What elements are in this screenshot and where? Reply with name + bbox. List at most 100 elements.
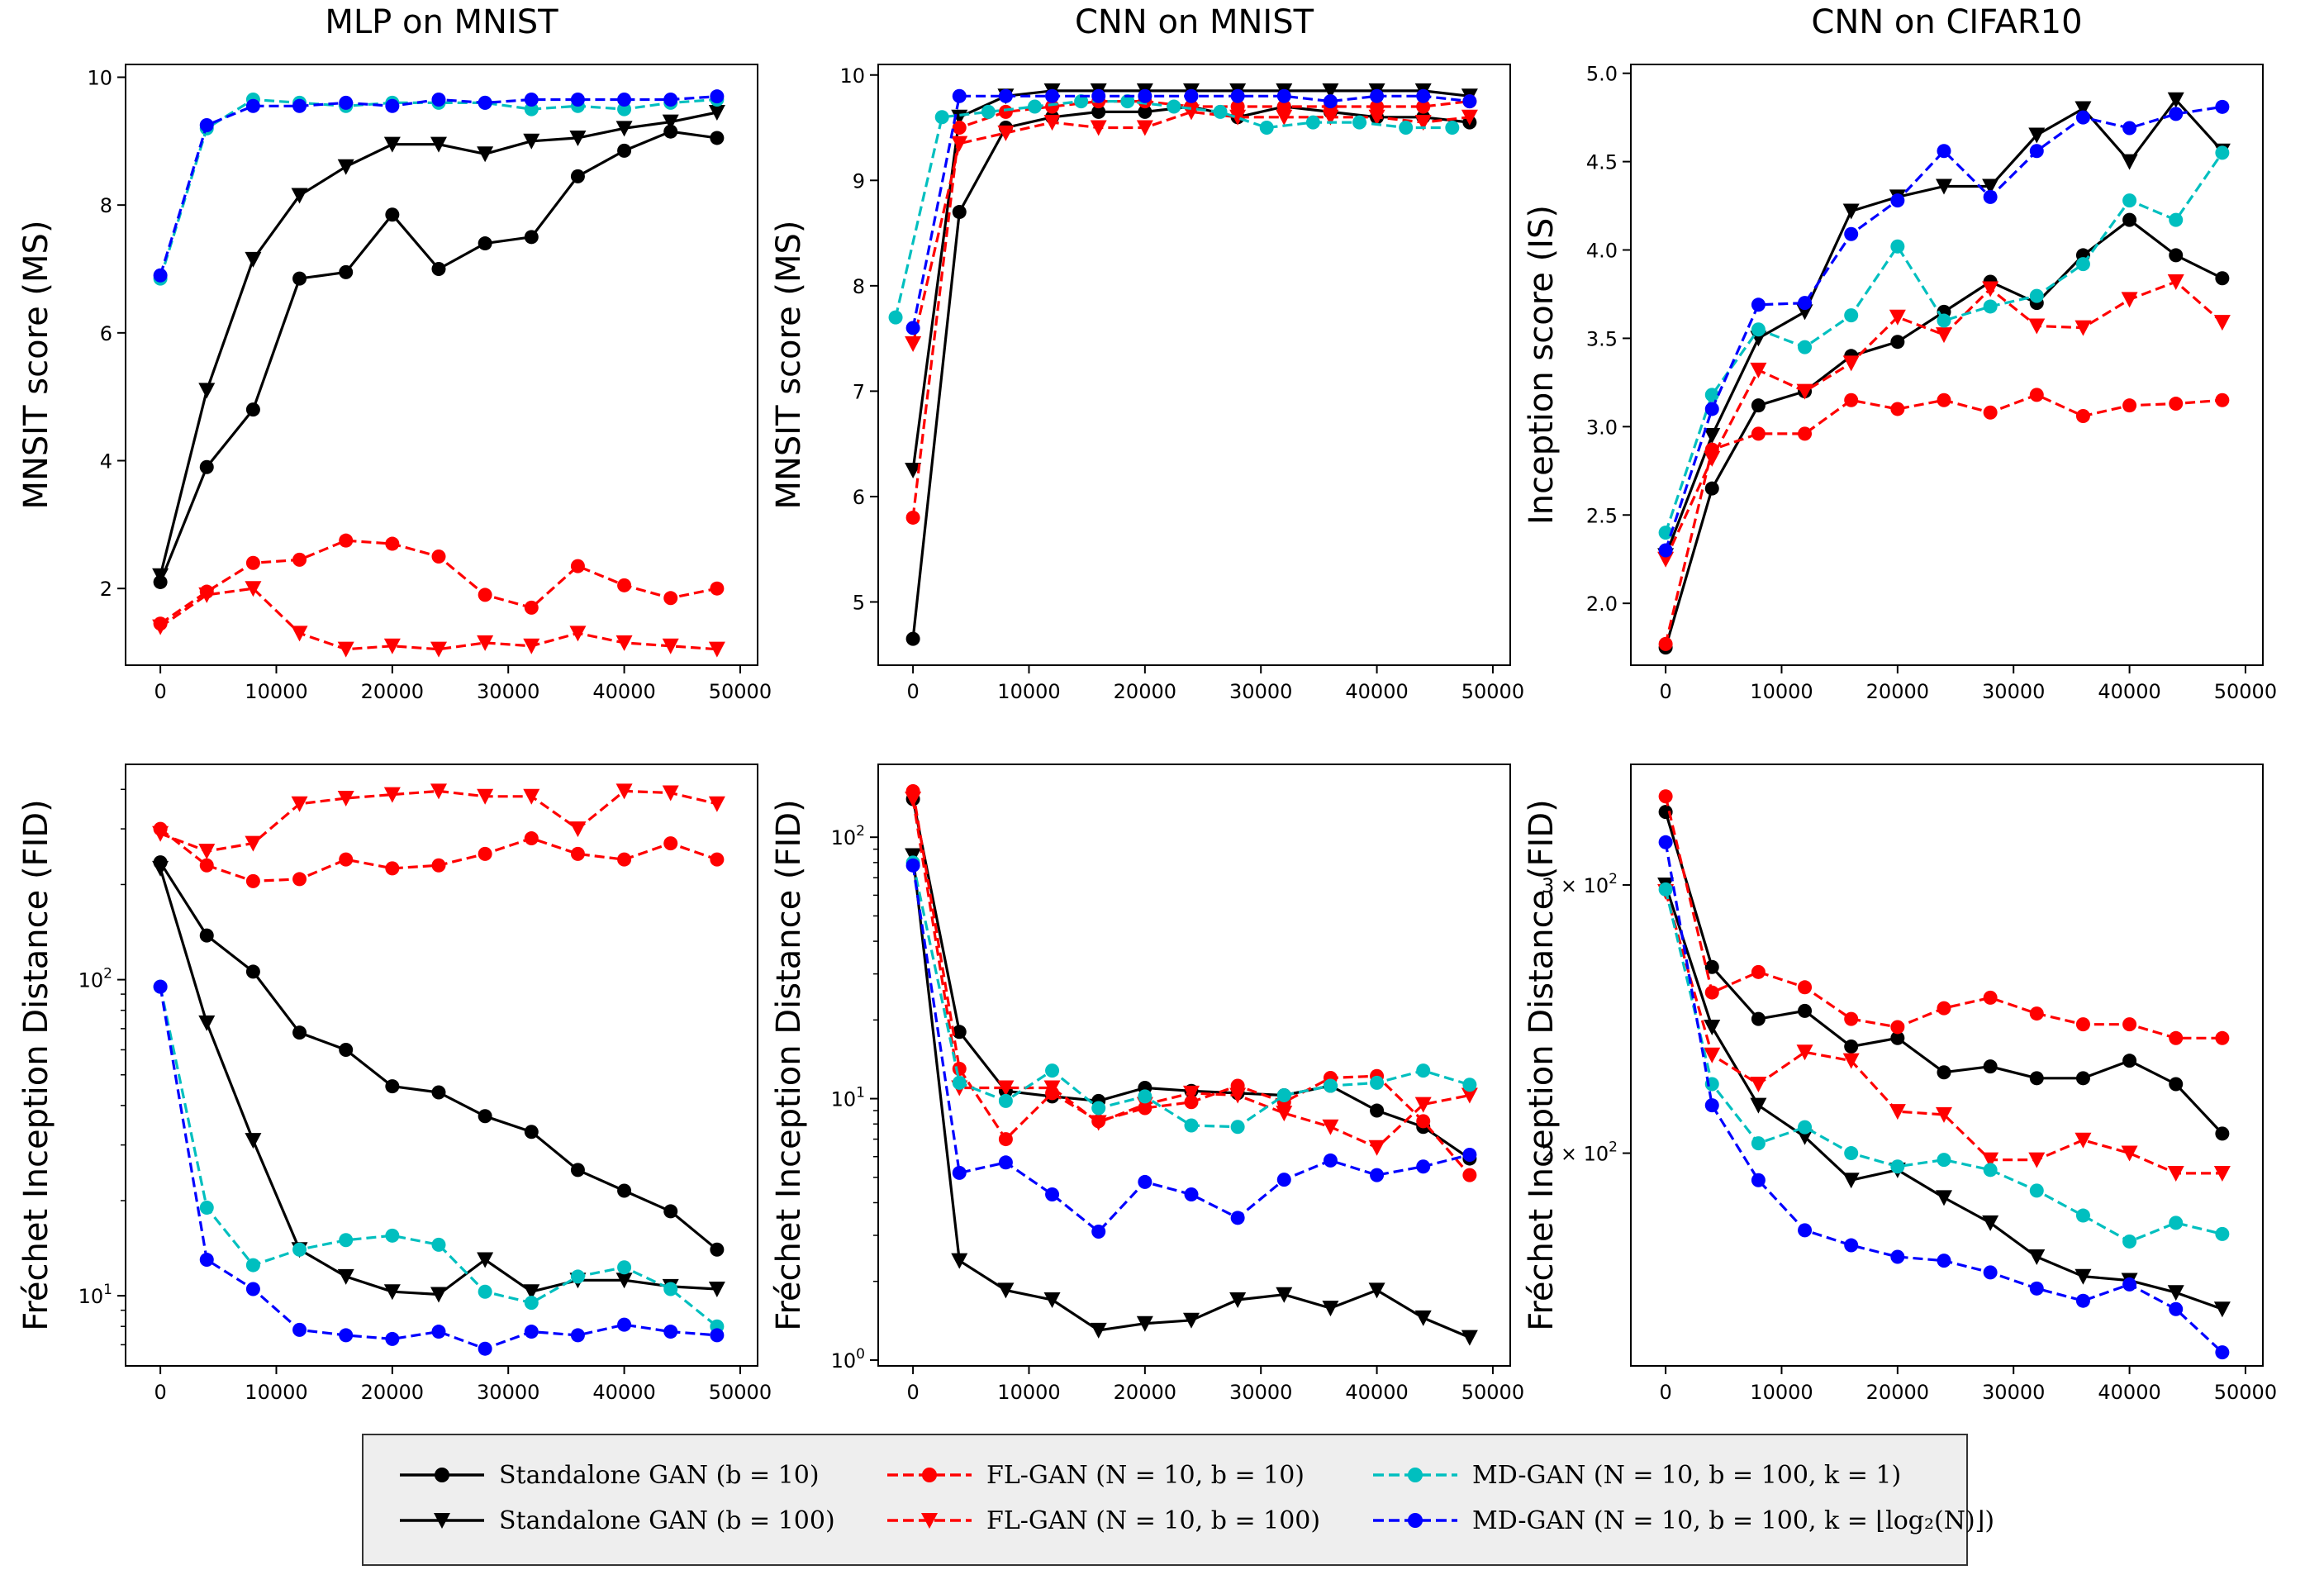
data-point-fl100: [1704, 1047, 1721, 1063]
data-point-mdlog: [524, 1325, 539, 1339]
data-point-fl10: [1184, 1095, 1199, 1110]
data-point-fl10: [1798, 980, 1813, 995]
data-point-mdlog: [570, 93, 585, 107]
legend-item-standalone-b10: Standalone GAN (b = 10): [397, 1454, 820, 1496]
data-point-mdlog: [1798, 296, 1813, 311]
data-point-fl100: [951, 136, 968, 152]
y-tick-label: 4.0: [1586, 240, 1618, 263]
x-tick-label: 0: [154, 1381, 166, 1404]
data-point-sa100: [569, 130, 587, 146]
data-point-md1: [1445, 121, 1460, 136]
data-point-sa100: [708, 105, 725, 121]
data-point-sa100: [152, 568, 169, 584]
y-tick-label: 9: [853, 169, 865, 193]
data-point-sa10: [245, 964, 260, 979]
y-axis-label: MNSIT score (MS): [17, 220, 55, 509]
data-point-md1: [1658, 526, 1673, 540]
data-point-fl100: [383, 638, 401, 654]
data-point-md1: [1352, 115, 1367, 130]
data-point-sa100: [1368, 1282, 1385, 1299]
plot-frame: [1630, 764, 2264, 1367]
series-line-sa100: [159, 868, 717, 1296]
data-point-sa100: [1842, 1173, 1860, 1189]
data-point-md1: [2122, 1234, 2137, 1249]
data-point-sa100: [477, 1252, 494, 1268]
x-tick-label: 30000: [1982, 1381, 2045, 1404]
y-tick-label: 3.0: [1586, 416, 1618, 439]
data-point-fl100: [2074, 320, 2092, 336]
data-point-sa10: [2215, 271, 2230, 286]
data-point-fl10: [478, 588, 492, 602]
data-point-sa10: [570, 169, 585, 183]
x-tick-label: 10000: [245, 680, 307, 703]
x-tick-label: 20000: [1114, 1381, 1176, 1404]
data-point-mdlog: [1658, 543, 1673, 558]
data-point-fl10: [2215, 1030, 2230, 1045]
data-point-md1: [1704, 388, 1719, 402]
data-point-sa100: [905, 463, 922, 479]
data-point-md1: [2169, 1216, 2184, 1230]
data-point-sa100: [2167, 1285, 2184, 1301]
data-point-fl10: [1704, 985, 1719, 1000]
data-point-md1: [524, 1296, 539, 1311]
data-point-fl10: [431, 858, 446, 873]
y-tick-label: 2 × 102: [1542, 1139, 1618, 1166]
series-line-fl10: [911, 99, 1471, 518]
data-point-fl100: [477, 635, 494, 651]
data-point-fl100: [2028, 1152, 2046, 1168]
data-point-fl100: [152, 825, 169, 842]
tick-base: 10: [78, 969, 104, 992]
legend-item-mdgan-klog: MD-GAN (N = 10, b = 100, k = ⌊log₂(N)⌋): [1370, 1500, 1994, 1541]
data-point-mdlog: [2215, 1345, 2230, 1360]
x-tick-label: 0: [906, 680, 919, 703]
data-point-sa100: [383, 1284, 401, 1301]
y-tick-label: 10: [839, 64, 865, 88]
y-axis-label: Fréchet Inception Distance (FID): [770, 799, 808, 1331]
data-point-mdlog: [1138, 1174, 1152, 1189]
data-point-fl100: [1889, 309, 1906, 326]
data-point-fl100: [1090, 120, 1107, 136]
data-point-sa10: [1937, 1065, 1951, 1080]
data-point-sa100: [1704, 1019, 1721, 1035]
y-tick-label: 102: [78, 966, 112, 992]
data-point-md1: [570, 1269, 585, 1284]
data-point-md1: [1323, 1078, 1338, 1093]
data-point-fl10: [1416, 1114, 1431, 1129]
series-group: [888, 83, 1478, 646]
data-point-fl10: [1844, 1011, 1859, 1026]
data-point-fl100: [569, 626, 587, 642]
data-point-fl10: [617, 852, 632, 867]
data-point-sa10: [710, 1242, 725, 1257]
data-point-mdlog: [292, 1322, 307, 1337]
data-point-sa10: [617, 1183, 632, 1198]
series-line-mdlog: [911, 94, 1471, 329]
data-point-mdlog: [1138, 88, 1152, 103]
data-point-fl100: [291, 796, 308, 812]
data-point-sa100: [1982, 1215, 1999, 1231]
data-point-md1: [1230, 1120, 1245, 1135]
data-point-sa10: [1704, 481, 1719, 496]
plot-frame: [125, 764, 758, 1367]
x-tick-label: 50000: [709, 680, 772, 703]
data-point-md1: [1751, 322, 1766, 337]
data-point-md1: [2215, 1226, 2230, 1241]
series-line-mdlog: [911, 865, 1471, 1234]
data-point-mdlog: [998, 88, 1013, 103]
data-point-mdlog: [1844, 1238, 1859, 1253]
x-tick-label: 50000: [1461, 680, 1524, 703]
data-point-fl100: [1229, 1087, 1247, 1104]
series-group: [152, 89, 725, 658]
data-point-fl10: [385, 861, 400, 876]
data-point-mdlog: [2169, 107, 2184, 121]
x-tick-label: 20000: [1866, 680, 1929, 703]
data-point-fl100: [152, 619, 169, 635]
data-point-md1: [1658, 882, 1673, 897]
data-point-sa10: [1704, 959, 1719, 974]
data-point-fl100: [2121, 292, 2138, 308]
x-tick-label: 10000: [1750, 680, 1813, 703]
series-group: [152, 783, 725, 1356]
data-point-mdlog: [570, 1328, 585, 1343]
data-point-mdlog: [1184, 1187, 1199, 1202]
data-point-sa10: [2075, 1071, 2090, 1086]
data-point-fl100: [1935, 327, 1952, 344]
